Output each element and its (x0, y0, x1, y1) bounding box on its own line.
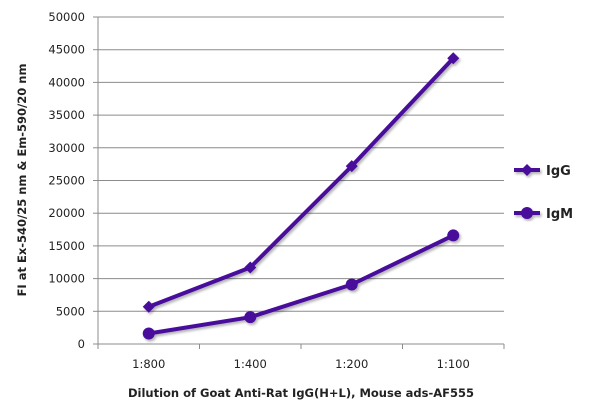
y-tick-labels: 0 5000 10000 15000 20000 25000 30000 35000 40000… (48, 10, 85, 351)
series-lines (142, 52, 460, 340)
data-point (447, 229, 460, 242)
x-tick-label: 1:400 (234, 357, 267, 371)
y-tick-label: 0 (78, 337, 85, 351)
x-axis-label: Dilution of Goat Anti-Rat IgG(H+L), Mous… (128, 386, 474, 400)
legend-item (514, 207, 540, 219)
series-line (148, 233, 455, 336)
y-tick-label: 40000 (48, 75, 85, 89)
x-tick-label: 1:200 (335, 357, 368, 371)
series-line (148, 56, 455, 309)
legend-marker (521, 207, 533, 219)
y-axis-label: FI at Ex-540/25 nm & Em-590/20 nm (15, 64, 29, 297)
x-tick-label: 1:100 (437, 357, 470, 371)
x-tick-label: 1:800 (132, 357, 165, 371)
y-tick-label: 10000 (48, 272, 85, 286)
legend-marker (521, 164, 533, 176)
data-point (345, 160, 358, 173)
x-tick-labels: 1:800 1:400 1:200 1:100 (132, 357, 470, 371)
y-tick-label: 35000 (48, 108, 85, 122)
legend-item (514, 164, 540, 176)
gridlines (93, 16, 505, 349)
data-point (142, 327, 155, 340)
data-point (244, 261, 257, 274)
y-tick-label: 5000 (56, 304, 85, 318)
y-tick-label: 15000 (48, 239, 85, 253)
series-IgG (142, 52, 460, 313)
y-tick-label: 50000 (48, 10, 85, 24)
data-point (142, 300, 155, 313)
series-IgM (142, 229, 460, 340)
y-tick-label: 20000 (48, 206, 85, 220)
legend-label: IgM (546, 207, 573, 222)
legend-label: IgG (546, 164, 571, 179)
y-tick-label: 45000 (48, 43, 85, 57)
data-point (345, 278, 358, 291)
data-point (244, 311, 257, 324)
y-tick-label: 30000 (48, 141, 85, 155)
y-tick-label: 25000 (48, 174, 85, 188)
legend: IgG IgM (514, 164, 573, 222)
data-point (447, 52, 460, 65)
